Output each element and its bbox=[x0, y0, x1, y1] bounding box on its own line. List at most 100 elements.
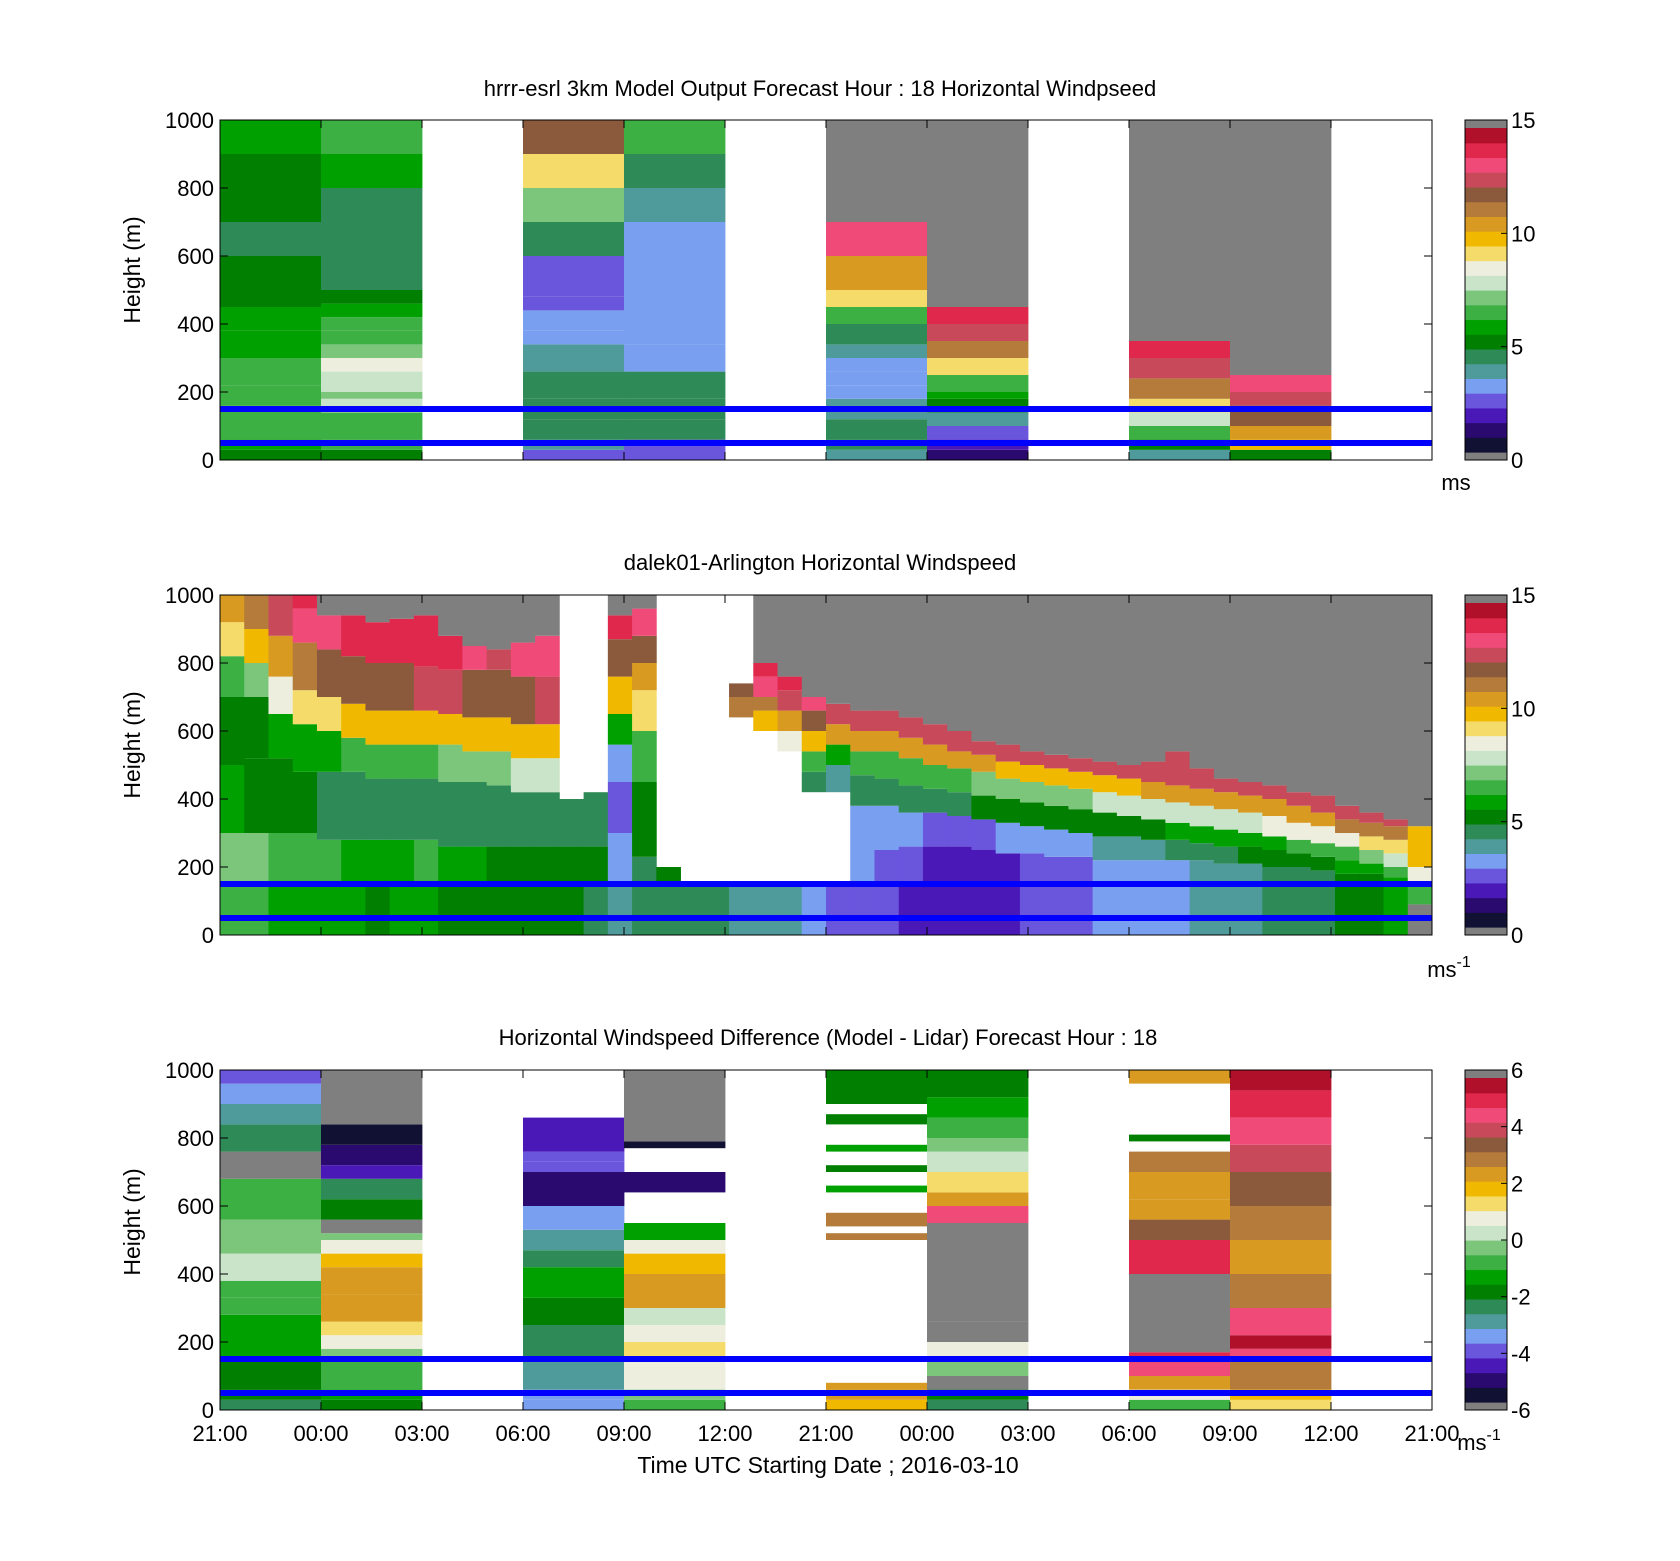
heatmap-cell bbox=[826, 595, 851, 704]
heatmap-cell bbox=[321, 1070, 423, 1125]
heatmap-cell bbox=[523, 120, 625, 154]
heatmap-cell bbox=[607, 744, 633, 782]
heatmap-cell bbox=[1335, 833, 1360, 847]
heatmap-cell bbox=[927, 341, 1029, 358]
heatmap-cell bbox=[292, 642, 318, 691]
colorbar-swatch bbox=[1465, 1210, 1507, 1226]
x-tick-label: 12:00 bbox=[697, 1421, 752, 1446]
heatmap-cell bbox=[1230, 449, 1332, 460]
heatmap-cell bbox=[220, 154, 322, 188]
heatmap-cell bbox=[1165, 839, 1190, 861]
colorbar-swatch bbox=[1465, 1254, 1507, 1271]
heatmap-cell bbox=[292, 884, 318, 935]
heatmap-cell bbox=[462, 717, 488, 752]
heatmap-cell bbox=[1068, 788, 1094, 810]
colorbar-overflow bbox=[1465, 120, 1507, 128]
heatmap-cell bbox=[1044, 884, 1069, 935]
heatmap-cell bbox=[850, 710, 875, 731]
heatmap-cell bbox=[1129, 1199, 1231, 1220]
panel-difference-colorbar: -6 -4 -2 0 2 4 6 bbox=[1464, 1058, 1531, 1423]
heatmap-cell bbox=[927, 1138, 1029, 1152]
heatmap-cell bbox=[316, 595, 342, 616]
heatmap-cell bbox=[1141, 860, 1166, 884]
heatmap-cell bbox=[1129, 358, 1231, 379]
heatmap-cell bbox=[826, 884, 851, 935]
heatmap-cell bbox=[1141, 819, 1166, 840]
colorbar-swatch bbox=[1465, 1225, 1507, 1241]
heatmap-cell bbox=[316, 615, 342, 650]
heatmap-cell bbox=[462, 646, 488, 670]
heatmap-cell bbox=[220, 358, 322, 386]
heatmap-cell bbox=[583, 792, 609, 847]
heatmap-cell bbox=[510, 792, 536, 847]
colorbar-swatch bbox=[1465, 1313, 1507, 1329]
heatmap-cell bbox=[1068, 809, 1094, 833]
heatmap-cell bbox=[898, 758, 924, 786]
heatmap-cell bbox=[927, 412, 1029, 426]
heatmap-cell bbox=[826, 703, 851, 725]
heatmap-cell bbox=[1286, 853, 1312, 867]
heatmap-cell bbox=[1310, 795, 1336, 813]
y-tick-label: 400 bbox=[177, 312, 214, 337]
panel-lidar-title: dalek01-Arlington Horizontal Windspeed bbox=[624, 550, 1017, 575]
panel-model: hrrr-esrl 3km Model Output Forecast Hour… bbox=[119, 76, 1535, 495]
heatmap-cell bbox=[220, 1083, 322, 1104]
heatmap-cell bbox=[801, 697, 827, 711]
colorbar-swatch bbox=[1465, 216, 1507, 232]
colorbar-swatch bbox=[1465, 437, 1507, 453]
heatmap-cell bbox=[1230, 1117, 1332, 1145]
heatmap-cell bbox=[826, 324, 928, 345]
heatmap-cell bbox=[535, 758, 560, 793]
colorbar-swatch bbox=[1465, 1328, 1507, 1344]
heatmap-cell bbox=[1213, 863, 1239, 884]
heatmap-cell bbox=[523, 1117, 625, 1138]
heatmap-cell bbox=[486, 846, 512, 884]
heatmap-cell bbox=[1230, 375, 1332, 392]
heatmap-cell bbox=[1230, 1070, 1332, 1091]
panel-model-title: hrrr-esrl 3km Model Output Forecast Hour… bbox=[484, 76, 1156, 101]
heatmap-cell bbox=[947, 595, 972, 731]
heatmap-cell bbox=[1189, 826, 1215, 844]
heatmap-cell bbox=[624, 1240, 726, 1254]
colorbar-swatch bbox=[1465, 691, 1507, 707]
heatmap-cell bbox=[1068, 771, 1094, 789]
heatmap-cell bbox=[1230, 1359, 1332, 1390]
heatmap-cell bbox=[316, 771, 342, 840]
heatmap-cell bbox=[898, 846, 924, 884]
heatmap-cell bbox=[624, 344, 726, 372]
heatmap-cell bbox=[1068, 758, 1094, 772]
heatmap-cell bbox=[753, 676, 778, 697]
heatmap-cell bbox=[321, 330, 423, 345]
heatmap-cell bbox=[220, 656, 245, 697]
heatmap-cell bbox=[1189, 788, 1215, 806]
heatmap-cell bbox=[1238, 863, 1263, 884]
heatmap-cell bbox=[1262, 867, 1287, 884]
heatmap-cell bbox=[1068, 884, 1094, 935]
x-tick-label: 03:00 bbox=[1000, 1421, 1055, 1446]
heatmap-cell bbox=[995, 884, 1021, 935]
colorbar-swatch bbox=[1465, 393, 1507, 409]
heatmap-cell bbox=[632, 663, 657, 691]
heatmap-cell bbox=[1129, 412, 1231, 426]
heatmap-cell bbox=[486, 884, 512, 935]
heatmap-cell bbox=[220, 1104, 322, 1125]
heatmap-cell bbox=[438, 635, 463, 670]
colorbar-tick-label: 15 bbox=[1511, 108, 1535, 133]
heatmap-cell bbox=[220, 222, 322, 256]
heatmap-cell bbox=[523, 1297, 625, 1325]
heatmap-cell bbox=[624, 1359, 726, 1390]
heatmap-cell bbox=[1129, 1172, 1231, 1200]
x-tick-label: 06:00 bbox=[495, 1421, 550, 1446]
heatmap-cell bbox=[510, 676, 536, 725]
heatmap-cell bbox=[1359, 822, 1384, 837]
heatmap-cell bbox=[1044, 829, 1069, 857]
heatmap-cell bbox=[1286, 595, 1312, 793]
heatmap-cell bbox=[1230, 120, 1332, 375]
heatmap-cell bbox=[927, 1097, 1029, 1118]
colorbar-swatch bbox=[1465, 245, 1507, 262]
heatmap-cell bbox=[777, 731, 803, 752]
heatmap-cell bbox=[413, 595, 439, 616]
heatmap-cell bbox=[220, 1070, 322, 1084]
heatmap-cell bbox=[1019, 802, 1045, 827]
heatmap-cell bbox=[316, 697, 342, 731]
